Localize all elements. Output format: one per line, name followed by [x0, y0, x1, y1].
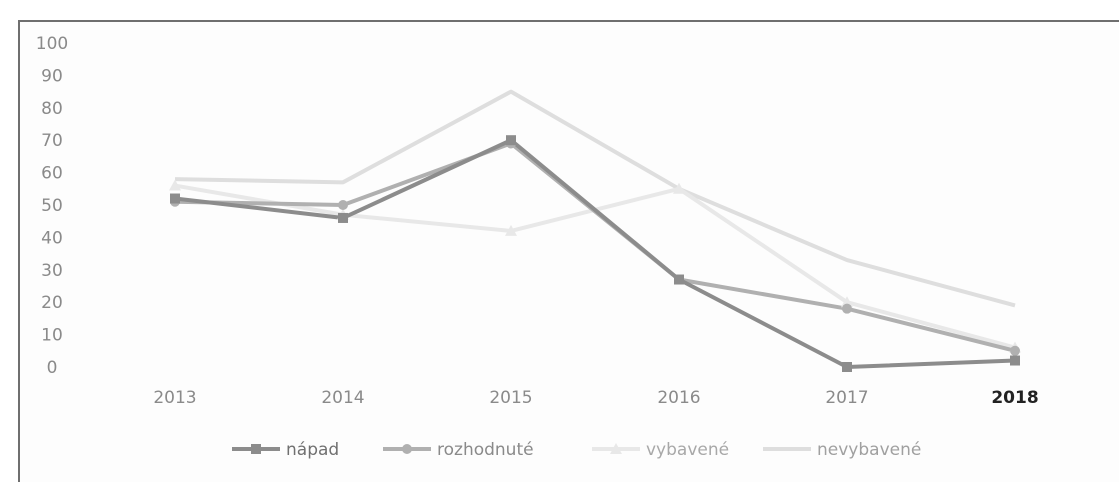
data-point: [338, 212, 348, 223]
y-tick-label: 80: [41, 99, 63, 119]
x-tick-label: 2013: [153, 388, 196, 408]
series-line: [174, 89, 1016, 308]
legend-item: nápad: [232, 440, 339, 460]
data-point: [674, 274, 684, 285]
series-markers: [169, 135, 1021, 372]
y-tick-label: 100: [36, 34, 68, 54]
data-point: [841, 296, 853, 308]
y-axis: 0 10 20 30 40 50 60 70 80 90 100: [36, 34, 68, 378]
legend-item: rozhodnuté: [383, 440, 534, 460]
y-tick-label: 50: [41, 196, 63, 216]
series-lines: [174, 89, 1016, 369]
y-tick-label: 70: [41, 131, 63, 151]
data-point: [1010, 355, 1020, 366]
series-line: [174, 141, 1016, 353]
data-point: [842, 303, 852, 314]
legend-marker: [251, 444, 261, 454]
x-tick-label: 2015: [489, 388, 532, 408]
legend-label: vybavené: [646, 440, 729, 460]
data-point: [1010, 345, 1020, 356]
legend-marker: [610, 443, 622, 454]
x-tick-label: 2016: [657, 388, 700, 408]
data-point: [338, 200, 348, 210]
legend-item: nevybavené: [763, 440, 921, 460]
legend-label: nápad: [286, 440, 339, 460]
data-point: [842, 362, 852, 372]
x-axis: 2013 2014 2015 2016 2017 2018: [153, 388, 1038, 408]
x-tick-label: 2017: [825, 388, 868, 408]
x-tick-label: 2018: [991, 388, 1038, 408]
data-point: [169, 179, 181, 191]
y-tick-label: 30: [41, 261, 63, 281]
chart-frame: [18, 20, 1119, 482]
legend-item: vybavené: [592, 440, 729, 460]
y-tick-label: 20: [41, 293, 63, 313]
y-tick-label: 10: [41, 326, 63, 346]
y-tick-label: 0: [47, 358, 58, 378]
data-point: [505, 224, 517, 236]
legend-label: nevybavené: [817, 440, 921, 460]
x-tick-label: 2014: [321, 388, 364, 408]
y-tick-label: 40: [41, 228, 63, 248]
data-point: [506, 135, 516, 146]
y-tick-label: 60: [41, 164, 63, 184]
data-point: [673, 182, 685, 194]
legend-marker: [402, 444, 412, 454]
legend: nápad rozhodnuté vybavené nevybavené: [232, 440, 921, 460]
legend-label: rozhodnuté: [437, 440, 534, 460]
data-point: [170, 193, 180, 204]
y-tick-label: 90: [41, 66, 63, 86]
series-line: [174, 138, 1016, 369]
